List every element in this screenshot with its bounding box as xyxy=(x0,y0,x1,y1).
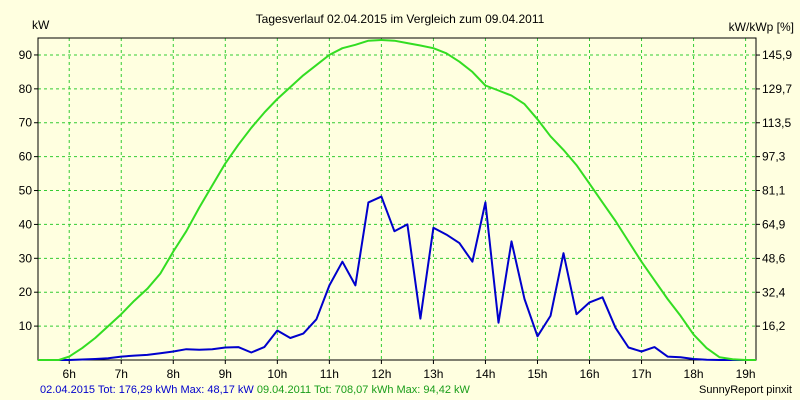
y-tick-label-4: 50 xyxy=(19,184,33,198)
x-tick-label-8: 14h xyxy=(475,367,495,381)
x-tick-label-0: 6h xyxy=(63,367,76,381)
x-tick-label-4: 10h xyxy=(267,367,287,381)
y-tick-label-8: 90 xyxy=(19,48,33,62)
y-axis-label-left: kW xyxy=(32,18,50,32)
x-tick-label-9: 15h xyxy=(527,367,547,381)
legend-series-2015: 02.04.2015 Tot: 176,29 kWh Max: 48,17 kW xyxy=(40,384,254,396)
x-tick-label-12: 18h xyxy=(684,367,704,381)
series-line-0 xyxy=(38,195,746,361)
x-tick-label-11: 17h xyxy=(632,367,652,381)
x-tick-label-1: 7h xyxy=(115,367,128,381)
x-tick-label-7: 13h xyxy=(423,367,443,381)
y-axis-label-right: kW/kWp [%] xyxy=(728,20,794,34)
y2-tick-label-7: 129,7 xyxy=(762,82,792,96)
x-tick-label-3: 9h xyxy=(219,367,232,381)
x-tick-label-5: 11h xyxy=(320,367,339,381)
x-tick-label-2: 8h xyxy=(167,367,180,381)
y-tick-label-7: 80 xyxy=(19,82,33,96)
y-tick-label-1: 20 xyxy=(19,285,33,299)
y2-tick-label-0: 16,2 xyxy=(762,319,786,333)
plot-area xyxy=(38,38,756,360)
y2-tick-label-5: 97,3 xyxy=(762,150,786,164)
y2-tick-label-3: 64,9 xyxy=(762,217,786,231)
x-tick-label-10: 16h xyxy=(579,367,599,381)
credit-text: SunnyReport pinxit xyxy=(699,384,792,396)
y-tick-label-6: 70 xyxy=(19,116,33,130)
x-tick-label-6: 12h xyxy=(371,367,391,381)
y-tick-label-5: 60 xyxy=(19,150,33,164)
legend-series-2011: 09.04.2011 Tot: 708,07 kWh Max: 94,42 kW xyxy=(256,384,470,396)
footer-legend: 02.04.2015 Tot: 176,29 kWh Max: 48,17 kW… xyxy=(40,384,470,396)
plot-frame xyxy=(37,37,757,361)
y-tick-label-2: 30 xyxy=(19,251,33,265)
y-tick-label-0: 10 xyxy=(19,319,33,333)
y2-tick-label-2: 48,6 xyxy=(762,251,786,265)
y2-tick-label-4: 81,1 xyxy=(762,183,786,197)
y2-tick-label-8: 145,9 xyxy=(762,48,792,62)
series-line-1 xyxy=(38,39,756,361)
chart-title: Tagesverlauf 02.04.2015 im Vergleich zum… xyxy=(255,12,545,26)
y2-tick-label-1: 32,4 xyxy=(762,285,786,299)
y2-tick-label-6: 113,5 xyxy=(762,116,791,130)
y-tick-label-3: 40 xyxy=(19,217,33,231)
x-tick-label-13: 19h xyxy=(736,367,756,381)
